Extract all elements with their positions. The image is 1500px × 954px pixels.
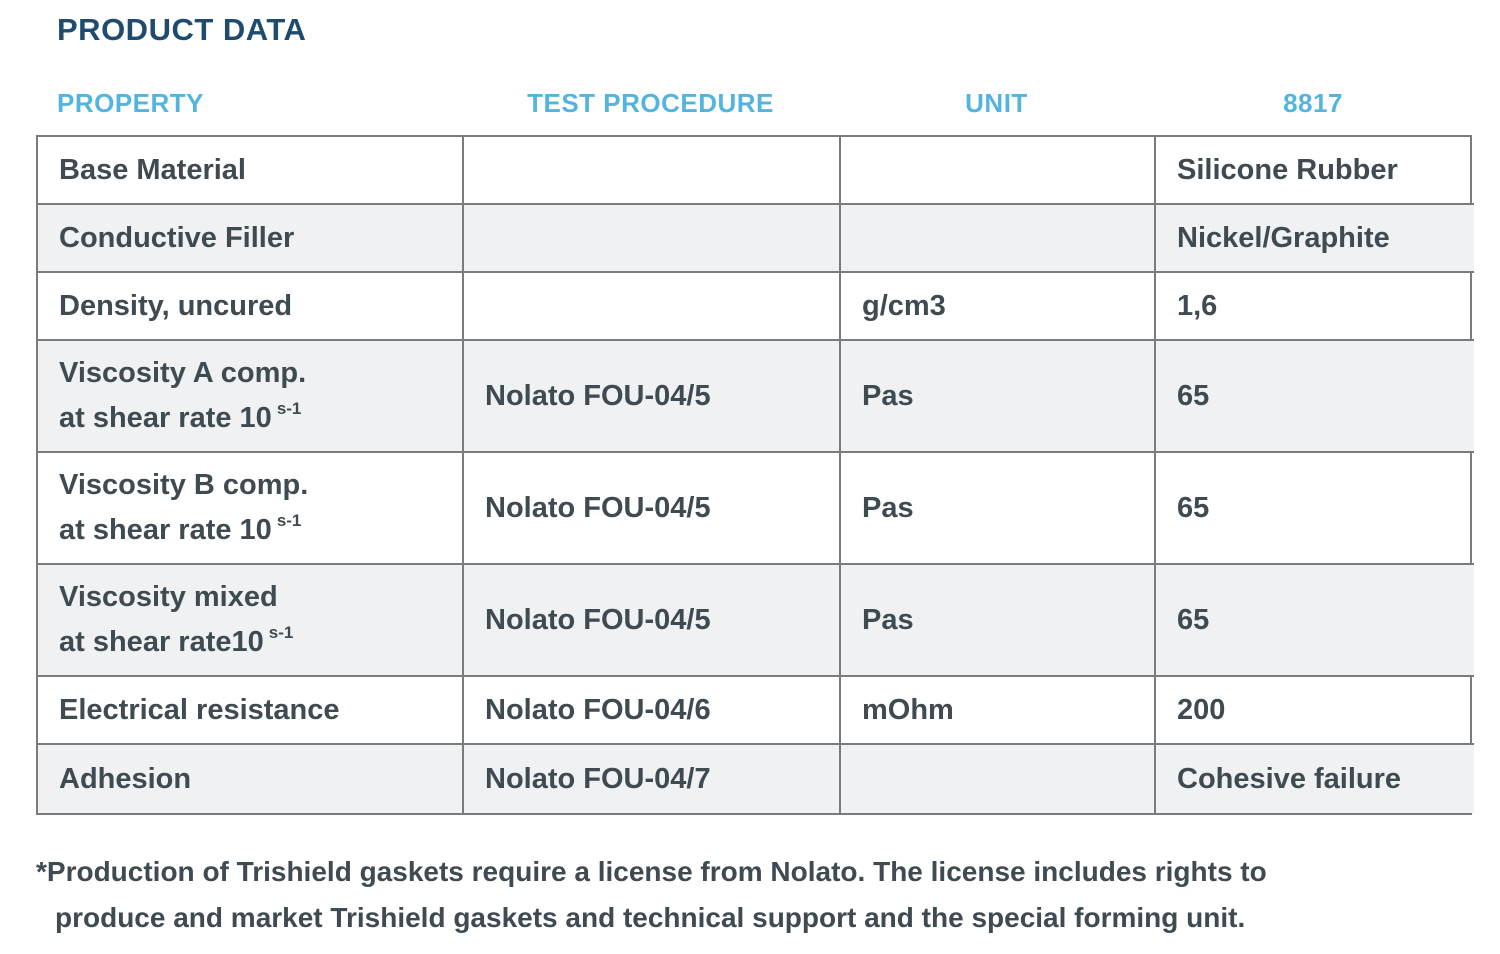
table-row: Adhesion Nolato FOU-04/7 Cohesive failure [38, 745, 1474, 813]
table-row: Base Material Silicone Rubber [38, 137, 1474, 205]
cell-value-8817: 65 [1177, 379, 1210, 412]
cell-value-8817: 65 [1177, 603, 1210, 636]
cell-test-procedure: Nolato FOU-04/5 [464, 565, 841, 675]
cell-property: Viscosity mixed at shear rate10 s-1 [38, 565, 464, 675]
table-row: Electrical resistance Nolato FOU-04/6 mOhm… [38, 677, 1474, 745]
page-title: PRODUCT DATA [57, 12, 307, 47]
cell-unit: mOhm [841, 677, 1156, 743]
cell-property: Adhesion [38, 745, 464, 813]
table-header-row: PROPERTY TEST PROCEDURE UNIT 8817 [36, 88, 1472, 118]
column-header-8817: 8817 [1283, 88, 1343, 118]
column-header-property: PROPERTY [57, 88, 205, 118]
cell-value-8817: 1,6 [1177, 289, 1218, 322]
cell-test-procedure [464, 205, 841, 271]
cell-unit [841, 205, 1156, 271]
cell-unit: Pas [841, 565, 1156, 675]
cell-property: Viscosity A comp. at shear rate 10 s-1 [38, 341, 464, 451]
cell-unit [841, 745, 1156, 813]
cell-test-procedure: Nolato FOU-04/6 [464, 677, 841, 743]
property-label: Viscosity mixed [59, 581, 278, 613]
cell-value-8817: 200 [1177, 693, 1226, 726]
cell-unit: Pas [841, 453, 1156, 563]
footnote-line-2: produce and market Trishield gaskets and… [55, 902, 1246, 933]
cell-value-8817: Silicone Rubber [1177, 153, 1398, 186]
shear-rate-unit-superscript: s-1 [276, 399, 302, 418]
product-data-table: Base Material Silicone Rubber Conductive F… [36, 135, 1474, 815]
column-header-unit: UNIT [965, 88, 1028, 118]
shear-rate-unit-superscript: s-1 [276, 511, 302, 530]
cell-unit: Pas [841, 341, 1156, 451]
cell-value-8817: Cohesive failure [1177, 762, 1402, 795]
property-label: Viscosity A comp. [59, 357, 307, 389]
cell-property: Electrical resistance [38, 677, 464, 743]
property-label: Density, uncured [59, 289, 293, 322]
table-row: Conductive Filler Nickel/Graphite [38, 205, 1474, 273]
cell-test-procedure [464, 273, 841, 339]
column-header-test-procedure: TEST PROCEDURE [527, 88, 774, 118]
cell-unit: g/cm3 [841, 273, 1156, 339]
table-row: Viscosity mixed at shear rate10 s-1 Nolato … [38, 565, 1474, 677]
property-label-line2: at shear rate 10 [59, 514, 272, 546]
property-label: Electrical resistance [59, 693, 340, 726]
property-label-line2: at shear rate10 [59, 626, 264, 658]
cell-property: Conductive Filler [38, 205, 464, 271]
property-label: Viscosity B comp. [59, 469, 309, 501]
cell-unit [841, 137, 1156, 203]
footnote: *Production of Trishield gaskets require… [36, 849, 1472, 941]
cell-test-procedure [464, 137, 841, 203]
table-row: Viscosity B comp. at shear rate 10 s-1 Nola… [38, 453, 1474, 565]
shear-rate-unit-superscript: s-1 [268, 623, 294, 642]
property-label-line2: at shear rate 10 [59, 402, 272, 434]
property-label: Adhesion [59, 762, 192, 795]
cell-test-procedure: Nolato FOU-04/5 [464, 341, 841, 451]
cell-property: Density, uncured [38, 273, 464, 339]
cell-value-8817: 65 [1177, 491, 1210, 524]
cell-property: Base Material [38, 137, 464, 203]
cell-property: Viscosity B comp. at shear rate 10 s-1 [38, 453, 464, 563]
cell-test-procedure: Nolato FOU-04/5 [464, 453, 841, 563]
table-row: Density, uncured g/cm3 1,6 [38, 273, 1474, 341]
cell-test-procedure: Nolato FOU-04/7 [464, 745, 841, 813]
property-label: Base Material [59, 153, 246, 186]
footnote-line-1: *Production of Trishield gaskets require… [36, 856, 1267, 887]
property-label: Conductive Filler [59, 221, 295, 254]
cell-value-8817: Nickel/Graphite [1177, 221, 1390, 254]
table-row: Viscosity A comp. at shear rate 10 s-1 Nola… [38, 341, 1474, 453]
